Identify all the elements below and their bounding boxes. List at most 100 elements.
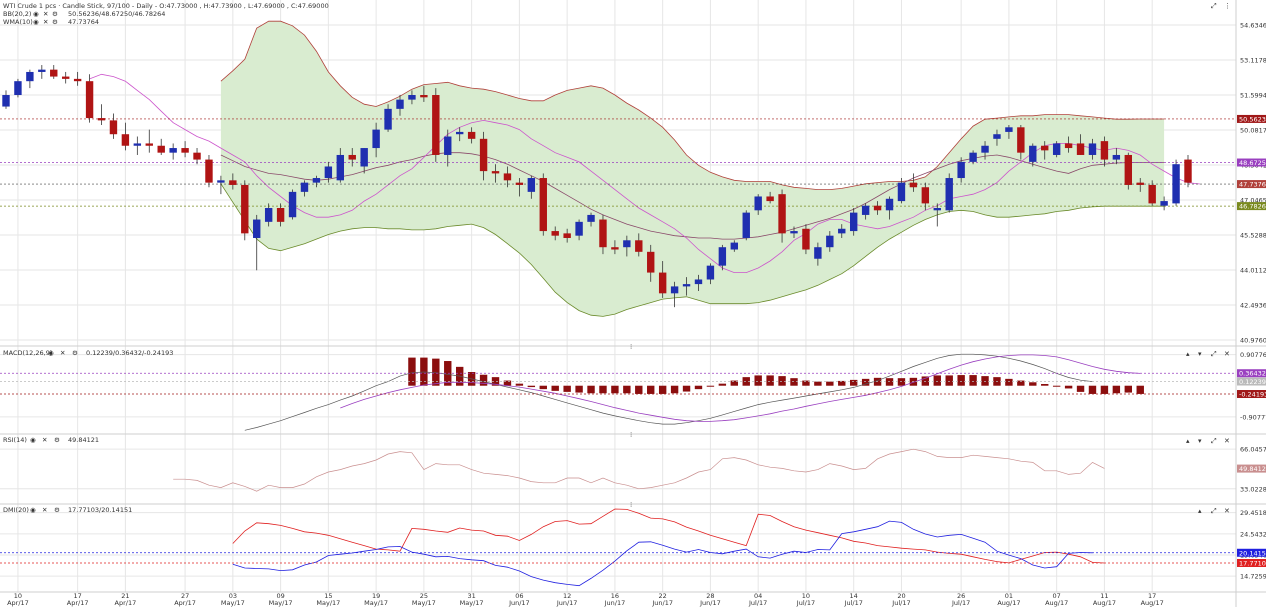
pane-resize-handle[interactable]: ⁞ <box>630 431 632 439</box>
expand-icon[interactable]: ⤢ <box>1211 437 1217 445</box>
expand-icon[interactable]: ⤢ <box>1211 507 1217 515</box>
bollinger-band-fill <box>220 21 1165 317</box>
value-label-bb-mid: 48.67250 <box>1239 159 1266 167</box>
expand-icon[interactable]: ⤢ <box>1211 350 1217 358</box>
move-down-icon[interactable]: ▾ <box>1198 437 1202 445</box>
candle-body <box>790 231 798 234</box>
date-tick-month: Jun/17 <box>699 599 721 607</box>
candle-body <box>324 166 333 179</box>
gear-icon[interactable]: ⚙ <box>52 18 58 26</box>
macd-bar <box>599 385 607 394</box>
close-icon[interactable]: ✕ <box>43 10 48 18</box>
candle-body <box>611 247 619 250</box>
more-icon[interactable]: ⋮ <box>1224 2 1231 10</box>
rsi-line <box>173 448 1105 492</box>
expand-icon[interactable]: ⤢ <box>1211 2 1217 10</box>
macd-bar <box>718 383 727 386</box>
dmi-tick-label: 29.45189 <box>1240 509 1266 517</box>
candle-body <box>742 212 750 238</box>
candle-body <box>1160 201 1168 206</box>
macd-bar <box>1136 385 1144 394</box>
date-tick-day: 09 <box>276 592 284 600</box>
price-tick-label: 42.49363 <box>1240 302 1266 310</box>
dmi-legend-values: 17.77103/20.14151 <box>68 506 132 514</box>
value-label-dmi-plus: 17.77103 <box>1239 559 1266 567</box>
close-icon[interactable]: ✕ <box>43 18 48 26</box>
candle-body <box>1005 127 1013 132</box>
close-icon[interactable]: ✕ <box>60 349 65 357</box>
candle-body <box>276 208 285 222</box>
eye-icon[interactable]: ◉ <box>33 18 39 26</box>
close-icon[interactable]: ✕ <box>42 506 47 514</box>
macd-bar <box>682 385 691 392</box>
bollinger-upper-line <box>220 20 1165 191</box>
gear-icon[interactable]: ⚙ <box>52 10 58 18</box>
eye-icon[interactable]: ◉ <box>33 10 39 18</box>
move-up-icon[interactable]: ▴ <box>1186 350 1190 358</box>
value-label-macd-signal: 0.36432 <box>1239 370 1266 378</box>
candle-body <box>623 240 631 248</box>
candle-body <box>372 129 380 149</box>
macd-bar <box>1076 385 1085 392</box>
close-icon[interactable]: ✕ <box>1224 350 1230 358</box>
macd-bar <box>408 357 416 386</box>
date-tick-day: 25 <box>420 592 428 600</box>
price-pane[interactable]: 54.6346753.1178451.5994150.0817848.56415… <box>0 0 1266 592</box>
dmi-grid <box>0 512 1236 577</box>
rsi-tick-label: 33.02288 <box>1240 485 1266 493</box>
close-icon[interactable]: ✕ <box>1224 437 1230 445</box>
date-tick-day: 17 <box>1148 592 1156 600</box>
value-label-box <box>1237 180 1266 189</box>
gear-icon[interactable]: ⚙ <box>72 349 78 357</box>
candle-body <box>97 118 106 121</box>
candle-body <box>826 235 834 248</box>
macd-bar <box>849 379 858 386</box>
candle-body <box>1052 143 1061 155</box>
move-down-icon[interactable]: ▾ <box>1198 350 1202 358</box>
eye-icon[interactable]: ◉ <box>48 349 54 357</box>
candle-body <box>1041 145 1049 151</box>
candle-body <box>814 247 822 259</box>
macd-bar <box>826 381 834 386</box>
dmi-legend: DMI(20) ◉ ✕ ⚙ 17.77103/20.14151 <box>3 506 132 514</box>
macd-signal-line <box>340 354 1141 422</box>
macd-bar <box>981 376 989 386</box>
value-label-box <box>1237 202 1266 211</box>
wma-legend: WMA(10) ◉ ✕ ⚙ 47.73764 <box>3 18 99 26</box>
pane-resize-handle[interactable]: ⁞ <box>630 343 632 351</box>
candle-body <box>205 159 213 183</box>
gear-icon[interactable]: ⚙ <box>54 436 60 444</box>
value-label-box <box>1237 369 1266 378</box>
close-icon[interactable]: ✕ <box>42 436 47 444</box>
eye-icon[interactable]: ◉ <box>30 436 36 444</box>
candle-body <box>396 99 404 109</box>
close-icon[interactable]: ✕ <box>1224 507 1230 515</box>
macd-bar <box>885 378 894 386</box>
eye-icon[interactable]: ◉ <box>30 506 36 514</box>
date-tick-day: 20 <box>897 592 905 600</box>
candle-body <box>253 219 261 238</box>
macd-bar <box>1005 378 1013 386</box>
candle-body <box>635 240 643 252</box>
candle-body <box>133 143 142 146</box>
rsi-pane[interactable]: 66.04575 33.02288 49.84121 <box>0 446 1266 494</box>
macd-bar <box>838 380 846 386</box>
move-up-icon[interactable]: ▴ <box>1198 507 1202 515</box>
date-tick-month: Apr/17 <box>7 599 29 607</box>
move-up-icon[interactable]: ▴ <box>1186 437 1190 445</box>
macd-bar <box>587 385 595 394</box>
wma-legend-name: WMA(10) <box>3 18 33 26</box>
pane-resize-handle[interactable]: ⁞ <box>630 501 632 509</box>
value-label-box <box>1237 390 1266 399</box>
date-tick-day: 21 <box>121 592 129 600</box>
gear-icon[interactable]: ⚙ <box>54 506 60 514</box>
date-tick-month: May/17 <box>316 599 340 607</box>
value-label-box <box>1237 158 1266 167</box>
macd-bar <box>432 358 440 386</box>
dmi-minus-line <box>232 520 1093 587</box>
candle-body <box>921 187 930 204</box>
wma-legend-values: 47.73764 <box>68 18 99 26</box>
dmi-pane[interactable]: 29.4518924.5432519.6346114.7259520.14151… <box>0 508 1266 587</box>
